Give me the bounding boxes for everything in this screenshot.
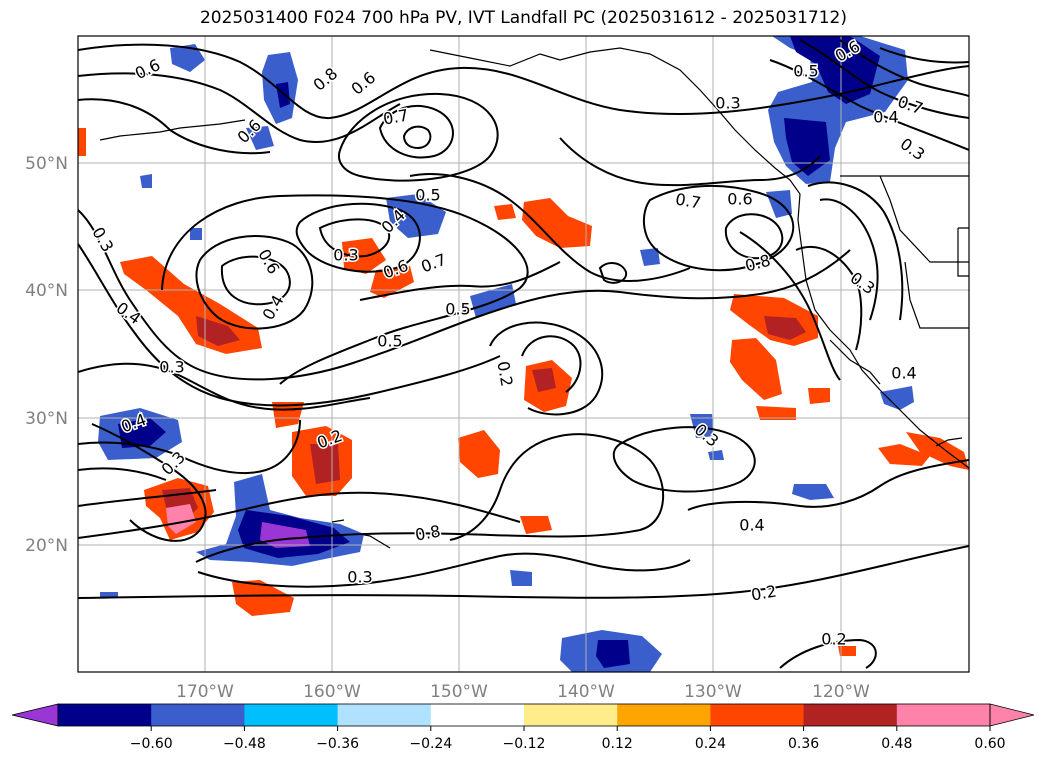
- contour-label: 0.3: [333, 246, 358, 265]
- contour-label: 0.3: [715, 94, 740, 113]
- colorbar-tick-label: 0.12: [602, 736, 633, 752]
- lat-label: 40°N: [25, 281, 68, 301]
- contour-label: 0.6: [348, 68, 380, 99]
- colorbar-tick-label: 0.48: [881, 736, 912, 752]
- contour-label: 0.8: [414, 521, 442, 544]
- colorbar-tick-label: −0.60: [130, 736, 173, 752]
- lon-label: 120°W: [812, 682, 870, 702]
- shaded-anomaly-layer: [78, 36, 969, 672]
- contour-label: 0.5: [793, 62, 818, 81]
- colorbar-segment: [244, 704, 339, 726]
- colorbar-extend-high: [989, 703, 1035, 727]
- map-title: 2025031400 F024 700 hPa PV, IVT Landfall…: [199, 8, 847, 28]
- colorbar-segment: [430, 704, 525, 726]
- colorbar: −0.60 −0.48 −0.36 −0.24 −0.12 0.12 0.24 0.36 0.4…: [11, 703, 1035, 752]
- lon-label: 160°W: [303, 682, 361, 702]
- colorbar-tick-label: 0.24: [695, 736, 726, 752]
- contour-label: 0.4: [739, 516, 764, 535]
- coastlines-and-borders: [99, 47, 969, 549]
- contour-label: 0.6: [132, 55, 163, 83]
- lat-label: 50°N: [25, 154, 68, 174]
- contour-label: 0.7: [382, 105, 410, 128]
- contour-label: 0.5: [377, 332, 402, 351]
- lon-label: 140°W: [557, 682, 615, 702]
- colorbar-tick-label: −0.36: [316, 736, 359, 752]
- contour-label: 0.2: [493, 360, 516, 388]
- contour-label: 0.3: [159, 358, 184, 377]
- colorbar-tick-label: −0.12: [503, 736, 546, 752]
- longitude-labels: 170°W 160°W 150°W 140°W 130°W 120°W: [176, 682, 870, 702]
- contour-label: 0.3: [897, 134, 929, 164]
- colorbar-tick-label: −0.24: [409, 736, 452, 752]
- contour-label: 0.3: [347, 568, 372, 587]
- colorbar-extend-low: [11, 703, 59, 727]
- colorbar-segment: [58, 704, 152, 726]
- contour-label: 0.7: [418, 250, 448, 277]
- colorbar-segment: [803, 704, 898, 726]
- pv-contour-lines: [78, 39, 969, 669]
- contour-label: 0.7: [895, 92, 925, 119]
- colorbar-tick-label: 0.60: [974, 736, 1005, 752]
- contour-label: 0.6: [727, 190, 752, 209]
- colorbar-segment: [710, 704, 805, 726]
- contour-label: 0.2: [821, 630, 846, 649]
- lat-label: 30°N: [25, 409, 68, 429]
- plot-frame: [77, 35, 970, 673]
- contour-label: 0.4: [873, 108, 898, 127]
- lat-label: 20°N: [25, 536, 68, 556]
- contour-label: 0.8: [743, 251, 773, 276]
- colorbar-segment: [896, 704, 991, 726]
- positive-anomaly-patches: [78, 128, 969, 656]
- colorbar-segment: [524, 704, 618, 726]
- contour-label: 0.4: [113, 298, 145, 328]
- negative-anomaly-patches: [98, 36, 914, 672]
- lon-label: 150°W: [430, 682, 488, 702]
- contour-label: 0.6: [254, 246, 283, 278]
- colorbar-segment: [337, 704, 432, 726]
- colorbar-segment: [151, 704, 245, 726]
- lon-label: 130°W: [684, 682, 742, 702]
- colorbar-tick-label: −0.48: [223, 736, 266, 752]
- contour-label: 0.5: [415, 186, 440, 205]
- latitude-labels: 50°N 40°N 30°N 20°N: [25, 154, 68, 556]
- contour-label: 0.5: [445, 300, 470, 319]
- colorbar-tick-label: 0.36: [788, 736, 819, 752]
- contour-label: 0.2: [750, 581, 778, 604]
- contour-label: 0.8: [310, 64, 342, 95]
- lon-label: 170°W: [176, 682, 234, 702]
- contour-label: 0.4: [891, 364, 916, 383]
- colorbar-segment: [617, 704, 711, 726]
- contour-label: 0.7: [674, 189, 702, 212]
